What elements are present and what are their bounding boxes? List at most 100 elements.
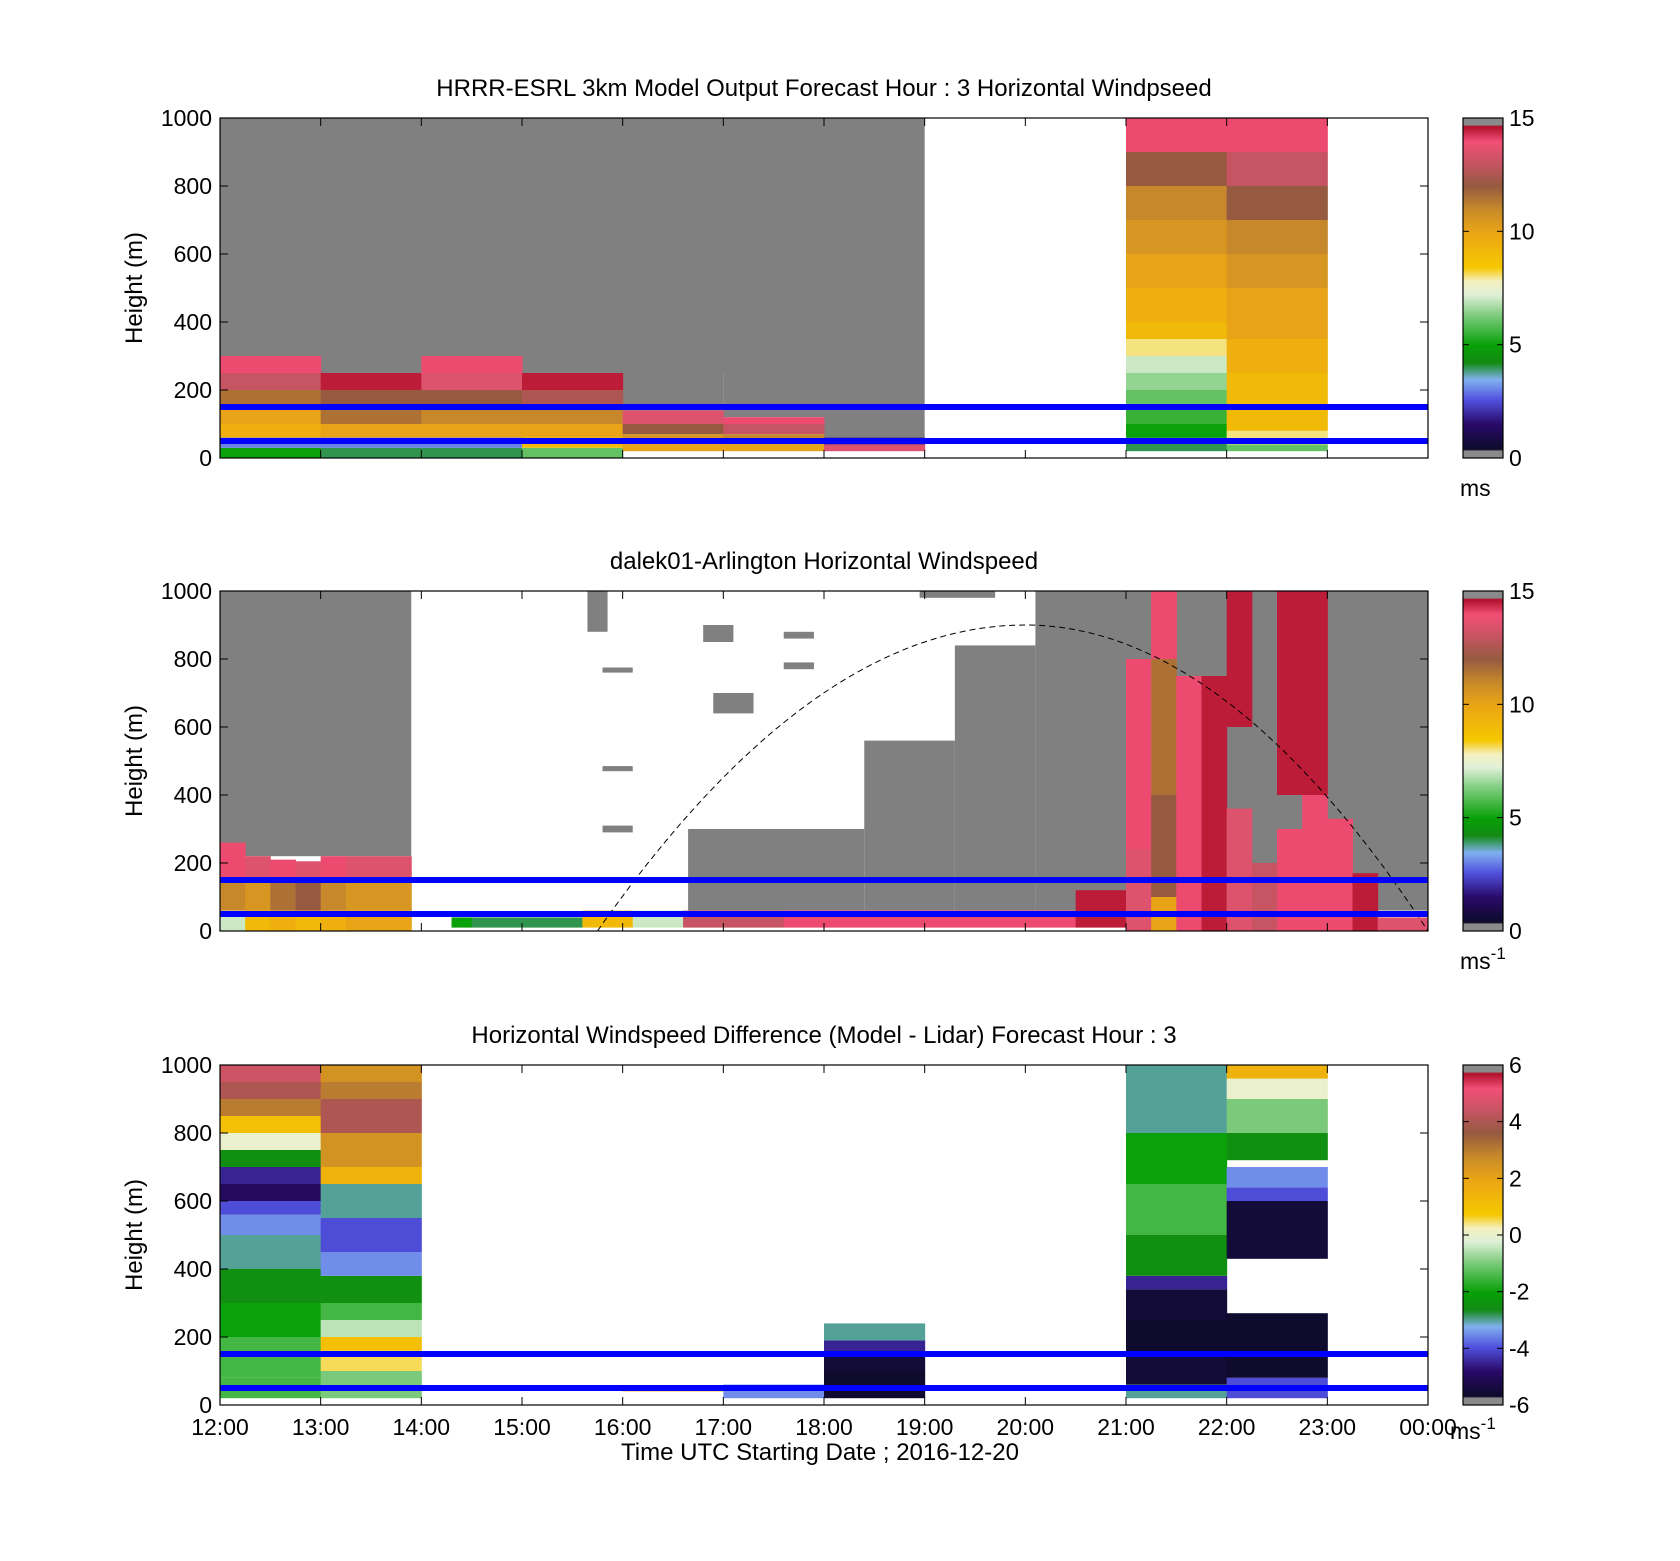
heatmap-cell bbox=[220, 842, 246, 880]
colorbar-tick-label: 15 bbox=[1509, 105, 1535, 131]
y-tick-label: 1000 bbox=[161, 105, 212, 131]
heatmap-cell bbox=[320, 1337, 422, 1351]
missing-data-cell bbox=[220, 118, 925, 373]
heatmap-cell bbox=[1226, 118, 1328, 152]
x-tick-label: 18:00 bbox=[795, 1414, 853, 1440]
heatmap-cell bbox=[824, 1371, 926, 1399]
heatmap-cell bbox=[220, 390, 322, 407]
heatmap-cells bbox=[220, 118, 1328, 458]
heatmap-cell bbox=[1126, 186, 1228, 220]
heatmap-cell bbox=[320, 1082, 422, 1099]
y-tick-label: 400 bbox=[174, 782, 212, 808]
missing-data-cell bbox=[220, 118, 321, 356]
colorbar-tick-label: 10 bbox=[1509, 218, 1535, 244]
heatmap-cell bbox=[522, 373, 624, 390]
heatmap-cell bbox=[320, 880, 347, 911]
heatmap-cell bbox=[421, 373, 523, 390]
heatmap-cell bbox=[1126, 659, 1152, 850]
heatmap-cell bbox=[1226, 1167, 1328, 1188]
dashed-curve bbox=[597, 624, 1428, 931]
heatmap-cell bbox=[320, 1218, 422, 1252]
heatmap-cell bbox=[1201, 846, 1228, 931]
colorbar-tick-label: 6 bbox=[1509, 1052, 1522, 1078]
heatmap-cell bbox=[1126, 373, 1228, 390]
heatmap-cell bbox=[295, 861, 322, 880]
y-tick-label: 200 bbox=[174, 850, 212, 876]
heatmap-cell bbox=[1226, 220, 1328, 254]
y-tick-label: 800 bbox=[174, 1120, 212, 1146]
x-axis-label: Time UTC Starting Date ; 2016-12-20 bbox=[621, 1439, 1019, 1466]
colorbar-tick-label: 5 bbox=[1509, 805, 1522, 831]
heatmap-cell bbox=[220, 1214, 322, 1235]
heatmap-cell bbox=[1226, 1078, 1328, 1099]
heatmap-cell bbox=[220, 1201, 322, 1215]
panel-1: 0 200 400 600 800 1000 HRRR-ESRL 3km Model Out… bbox=[121, 75, 1535, 501]
heatmap-cell bbox=[220, 1082, 322, 1099]
heatmap-cell bbox=[1226, 808, 1253, 931]
missing-data-cell bbox=[688, 829, 865, 911]
panel-3: 0 200 400 600 800 1000 12:00 13:00 14:00 15:00 16:… bbox=[121, 1022, 1530, 1444]
missing-data-cell bbox=[864, 740, 955, 911]
heatmap-cell bbox=[1226, 288, 1328, 339]
missing-data-cell bbox=[919, 591, 996, 598]
heatmap-cell bbox=[1126, 1354, 1228, 1385]
x-tick-label: 14:00 bbox=[393, 1414, 451, 1440]
heatmap-cell bbox=[1126, 118, 1228, 152]
heatmap-cell bbox=[471, 917, 583, 928]
heatmap-cell bbox=[320, 1099, 422, 1133]
heatmap-cell bbox=[1126, 254, 1228, 288]
colorbar bbox=[1462, 1064, 1504, 1406]
missing-data-cell bbox=[602, 766, 633, 772]
heatmap-cell bbox=[1126, 152, 1228, 186]
colorbar-unit: ms bbox=[1460, 475, 1491, 501]
x-tick-label: 20:00 bbox=[997, 1414, 1055, 1440]
heatmap-cell bbox=[1126, 424, 1228, 438]
heatmap-cell bbox=[270, 880, 296, 911]
heatmap-cell bbox=[220, 447, 322, 458]
heatmap-cell bbox=[220, 373, 322, 390]
colorbar bbox=[1462, 590, 1504, 932]
heatmap-cell bbox=[622, 410, 724, 424]
heatmap-cell bbox=[320, 1133, 422, 1167]
panel-2: 0 200 400 600 800 1000 dalek01-Arlington Horiz… bbox=[121, 548, 1535, 974]
colorbar-unit: ms-1 bbox=[1460, 944, 1506, 974]
heatmap-cell bbox=[824, 1340, 926, 1354]
heatmap-cell bbox=[1226, 339, 1328, 373]
heatmap-cell bbox=[320, 373, 422, 390]
heatmap-cell bbox=[220, 1337, 322, 1378]
heatmap-cell bbox=[1226, 591, 1253, 727]
heatmap-cell bbox=[345, 856, 412, 880]
heatmap-cell bbox=[320, 1320, 422, 1337]
colorbar-tick-label: 5 bbox=[1509, 332, 1522, 358]
heatmap-cell bbox=[522, 390, 624, 407]
heatmap-cell bbox=[824, 1354, 926, 1371]
heatmap-cell bbox=[220, 880, 246, 911]
heatmap-cell bbox=[1126, 1289, 1228, 1320]
y-tick-label: 800 bbox=[174, 173, 212, 199]
heatmap-cell bbox=[1126, 1235, 1228, 1276]
y-tick-label: 800 bbox=[174, 646, 212, 672]
missing-data-cell bbox=[783, 662, 814, 670]
heatmap-cell bbox=[1201, 676, 1228, 846]
heatmap-cell bbox=[522, 447, 624, 458]
colorbar-tick-label: 15 bbox=[1509, 578, 1535, 604]
colorbar bbox=[1462, 117, 1504, 459]
heatmap-cell bbox=[723, 424, 825, 435]
heatmap-cell bbox=[320, 390, 422, 407]
missing-data-cell bbox=[703, 625, 734, 642]
heatmap-cell bbox=[220, 424, 322, 438]
heatmap-cell bbox=[1226, 1065, 1328, 1079]
y-tick-label: 0 bbox=[199, 918, 212, 944]
heatmap-cell bbox=[1126, 220, 1228, 254]
heatmap-cell bbox=[220, 1065, 322, 1082]
missing-data-cell bbox=[602, 825, 633, 833]
heatmap-cell bbox=[320, 447, 422, 458]
missing-data-cell bbox=[713, 693, 754, 714]
heatmap-cell bbox=[824, 1323, 926, 1341]
y-tick-label: 1000 bbox=[161, 1052, 212, 1078]
heatmap-cell bbox=[345, 880, 412, 911]
heatmap-cell bbox=[1226, 1099, 1328, 1133]
heatmap-cell bbox=[421, 424, 523, 438]
heatmap-cell bbox=[220, 1167, 322, 1184]
y-axis-label: Height (m) bbox=[121, 1179, 148, 1291]
